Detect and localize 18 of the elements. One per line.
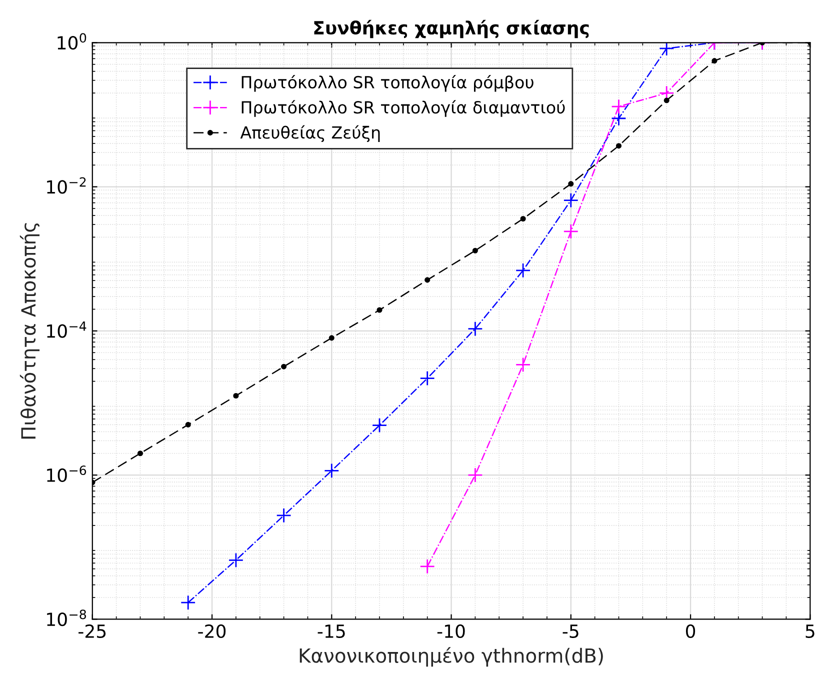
legend-label: Πρωτόκολλο SR τοπολογία ρόμβου [242, 74, 534, 92]
x-tick-label: -5 [562, 624, 578, 638]
y-axis-title: Πιθανότητα Αποκοπής [20, 223, 40, 439]
x-tick-label: 5 [806, 624, 814, 638]
y-tick-label: 10$^{−4}$ [47, 322, 86, 338]
x-tick-label: 0 [686, 624, 696, 638]
y-tick-label: 10$^{−8}$ [47, 610, 86, 626]
y-tick-label: 10$^{−2}$ [47, 177, 86, 194]
y-tick-label: 10$^{−6}$ [47, 465, 86, 482]
x-axis-title: Κανονικοποιημένο γthnorm(dB) [300, 647, 603, 667]
x-tick-label: -20 [198, 624, 226, 638]
legend-label: Πρωτόκολλο SR τοπολογία διαμαντιού [242, 100, 565, 117]
x-tick-label: -25 [78, 624, 106, 638]
x-tick-label: -10 [437, 624, 465, 638]
x-tick-label: -15 [318, 624, 345, 638]
y-tick-label: 10$^{0}$ [58, 33, 86, 50]
legend-label: Απευθείας Ζεύξη [240, 125, 380, 142]
chart-title: Συνθήκες χαμηλής σκίασης [314, 20, 589, 38]
